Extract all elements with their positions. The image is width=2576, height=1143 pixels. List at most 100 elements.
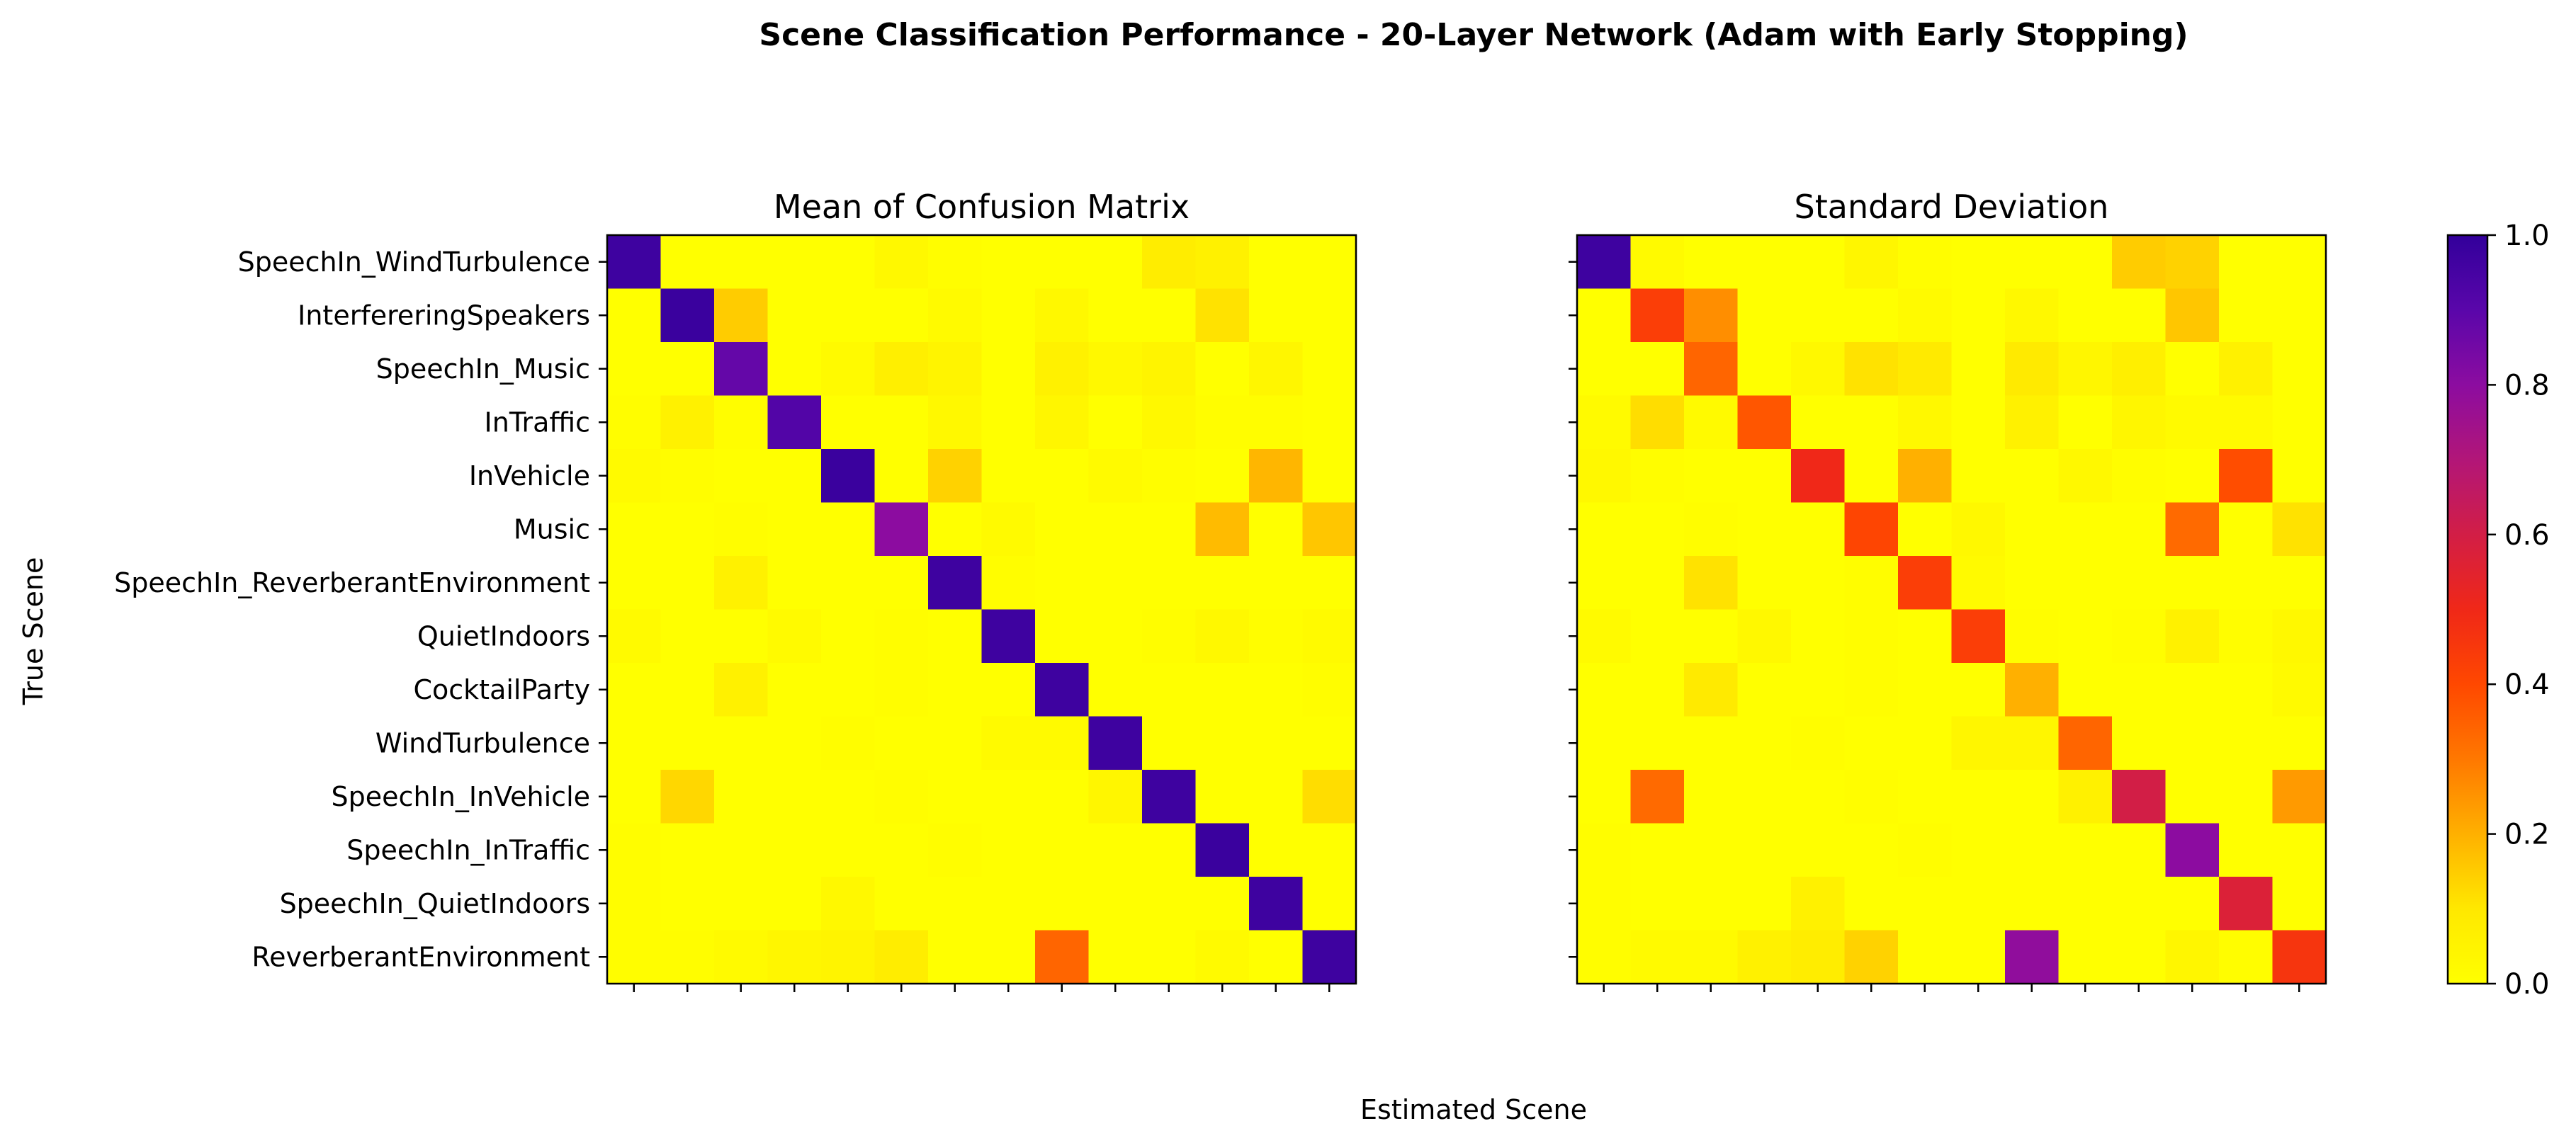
std-cell-r13-c1	[1630, 930, 1685, 984]
std-cell-r6-c13	[2272, 556, 2327, 610]
mean-cell-r11-c9	[1088, 823, 1143, 877]
mean-cell-r8-c7	[981, 663, 1036, 717]
mean-cell-r0-c9	[1088, 235, 1143, 290]
mean-cell-r9-c4	[821, 716, 876, 770]
std-cell-r1-c13	[2272, 288, 2327, 343]
mean-cell-r10-c2	[714, 770, 769, 824]
mean-cell-r6-c3	[767, 556, 822, 610]
std-cell-r0-c5	[1844, 235, 1899, 290]
std-cell-r3-c7	[1951, 395, 2006, 450]
y-tick-label: QuietIndoors	[417, 620, 590, 652]
std-cell-r0-c2	[1684, 235, 1739, 290]
std-cell-r5-c13	[2272, 502, 2327, 557]
mean-cell-r7-c10	[1142, 609, 1197, 664]
std-cell-r11-c0	[1577, 823, 1632, 877]
std-cell-r9-c7	[1951, 716, 2006, 770]
mean-cell-r2-c12	[1249, 342, 1304, 397]
std-cell-r7-c3	[1737, 609, 1792, 664]
std-cell-r0-c11	[2165, 235, 2220, 290]
mean-cell-r6-c10	[1142, 556, 1197, 610]
mean-cell-r3-c0	[607, 395, 662, 450]
std-cell-r0-c6	[1898, 235, 1953, 290]
std-cell-r9-c1	[1630, 716, 1685, 770]
std-cell-r2-c7	[1951, 342, 2006, 397]
std-cell-r1-c8	[2005, 288, 2060, 343]
mean-cell-r10-c8	[1035, 770, 1090, 824]
mean-cell-r6-c5	[874, 556, 929, 610]
mean-cell-r13-c11	[1195, 930, 1250, 984]
std-cell-r0-c13	[2272, 235, 2327, 290]
mean-cell-r7-c11	[1195, 609, 1250, 664]
y-axis-label: True Scene	[18, 557, 49, 706]
std-cell-r11-c11	[2165, 823, 2220, 877]
mean-cell-r1-c0	[607, 288, 662, 343]
std-cell-r4-c6	[1898, 449, 1953, 504]
std-cell-r9-c8	[2005, 716, 2060, 770]
mean-cell-r11-c12	[1249, 823, 1304, 877]
mean-cell-r12-c13	[1302, 877, 1357, 931]
std-cell-r0-c3	[1737, 235, 1792, 290]
std-cell-r13-c3	[1737, 930, 1792, 984]
y-tick-label: InterfereringSpeakers	[298, 300, 590, 331]
std-cell-r8-c8	[2005, 663, 2060, 717]
mean-cell-r2-c0	[607, 342, 662, 397]
mean-cell-r5-c3	[767, 502, 822, 557]
mean-cell-r8-c1	[660, 663, 715, 717]
std-cell-r2-c12	[2219, 342, 2273, 397]
mean-cell-r6-c2	[714, 556, 769, 610]
std-cell-r8-c5	[1844, 663, 1899, 717]
std-cell-r4-c3	[1737, 449, 1792, 504]
std-cell-r10-c7	[1951, 770, 2006, 824]
std-cell-r1-c9	[2058, 288, 2113, 343]
std-cell-r1-c10	[2112, 288, 2167, 343]
std-cell-r11-c6	[1898, 823, 1953, 877]
std-cell-r12-c4	[1791, 877, 1846, 931]
std-cell-r10-c3	[1737, 770, 1792, 824]
std-cell-r3-c6	[1898, 395, 1953, 450]
mean-cell-r9-c1	[660, 716, 715, 770]
std-cell-r9-c2	[1684, 716, 1739, 770]
std-cell-r4-c2	[1684, 449, 1739, 504]
std-cell-r7-c2	[1684, 609, 1739, 664]
std-cell-r7-c8	[2005, 609, 2060, 664]
mean-cell-r9-c12	[1249, 716, 1304, 770]
mean-cell-r13-c12	[1249, 930, 1304, 984]
mean-cell-r0-c11	[1195, 235, 1250, 290]
std-cell-r6-c8	[2005, 556, 2060, 610]
colorbar-gradient	[2448, 235, 2487, 984]
std-cell-r3-c4	[1791, 395, 1846, 450]
mean-cell-r0-c6	[928, 235, 983, 290]
mean-cell-r8-c12	[1249, 663, 1304, 717]
std-cell-r3-c2	[1684, 395, 1739, 450]
std-cell-r4-c1	[1630, 449, 1685, 504]
y-tick-label: CocktailParty	[414, 674, 591, 705]
std-cell-r6-c1	[1630, 556, 1685, 610]
std-cell-r12-c11	[2165, 877, 2220, 931]
std-cell-r13-c7	[1951, 930, 2006, 984]
std-cell-r8-c11	[2165, 663, 2220, 717]
mean-cell-r9-c7	[981, 716, 1036, 770]
std-cell-r6-c0	[1577, 556, 1632, 610]
mean-cell-r11-c10	[1142, 823, 1197, 877]
mean-cell-r3-c11	[1195, 395, 1250, 450]
std-cell-r1-c2	[1684, 288, 1739, 343]
mean-cell-r13-c5	[874, 930, 929, 984]
mean-cell-r11-c4	[821, 823, 876, 877]
std-cell-r9-c0	[1577, 716, 1632, 770]
mean-cell-r8-c0	[607, 663, 662, 717]
y-tick-label: Music	[514, 513, 590, 545]
colorbar-tick-label: 0.8	[2504, 369, 2550, 402]
std-cell-r0-c12	[2219, 235, 2273, 290]
std-cell-r3-c9	[2058, 395, 2113, 450]
std-cell-r5-c4	[1791, 502, 1846, 557]
std-cell-r7-c6	[1898, 609, 1953, 664]
std-cell-r13-c9	[2058, 930, 2113, 984]
y-tick-label: ReverberantEnvironment	[252, 941, 590, 972]
mean-cell-r5-c7	[981, 502, 1036, 557]
mean-cell-r1-c1	[660, 288, 715, 343]
y-tick-label: InTraffic	[485, 406, 590, 438]
mean-cell-r9-c5	[874, 716, 929, 770]
mean-cell-r2-c5	[874, 342, 929, 397]
mean-heatmap: Mean of Confusion Matrix SpeechIn_WindTur…	[114, 188, 1357, 992]
std-cell-r7-c0	[1577, 609, 1632, 664]
